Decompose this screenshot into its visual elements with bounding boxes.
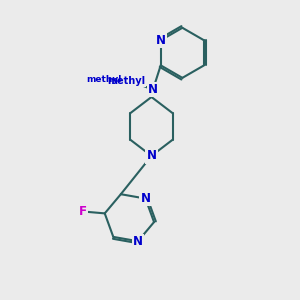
Text: N: N: [140, 192, 151, 205]
Text: methyl: methyl: [107, 76, 146, 86]
Text: F: F: [79, 206, 87, 218]
Text: N: N: [156, 34, 166, 47]
Text: methyl: methyl: [86, 75, 122, 84]
Text: N: N: [146, 149, 157, 162]
Text: N: N: [148, 83, 158, 96]
Text: N: N: [133, 235, 143, 248]
